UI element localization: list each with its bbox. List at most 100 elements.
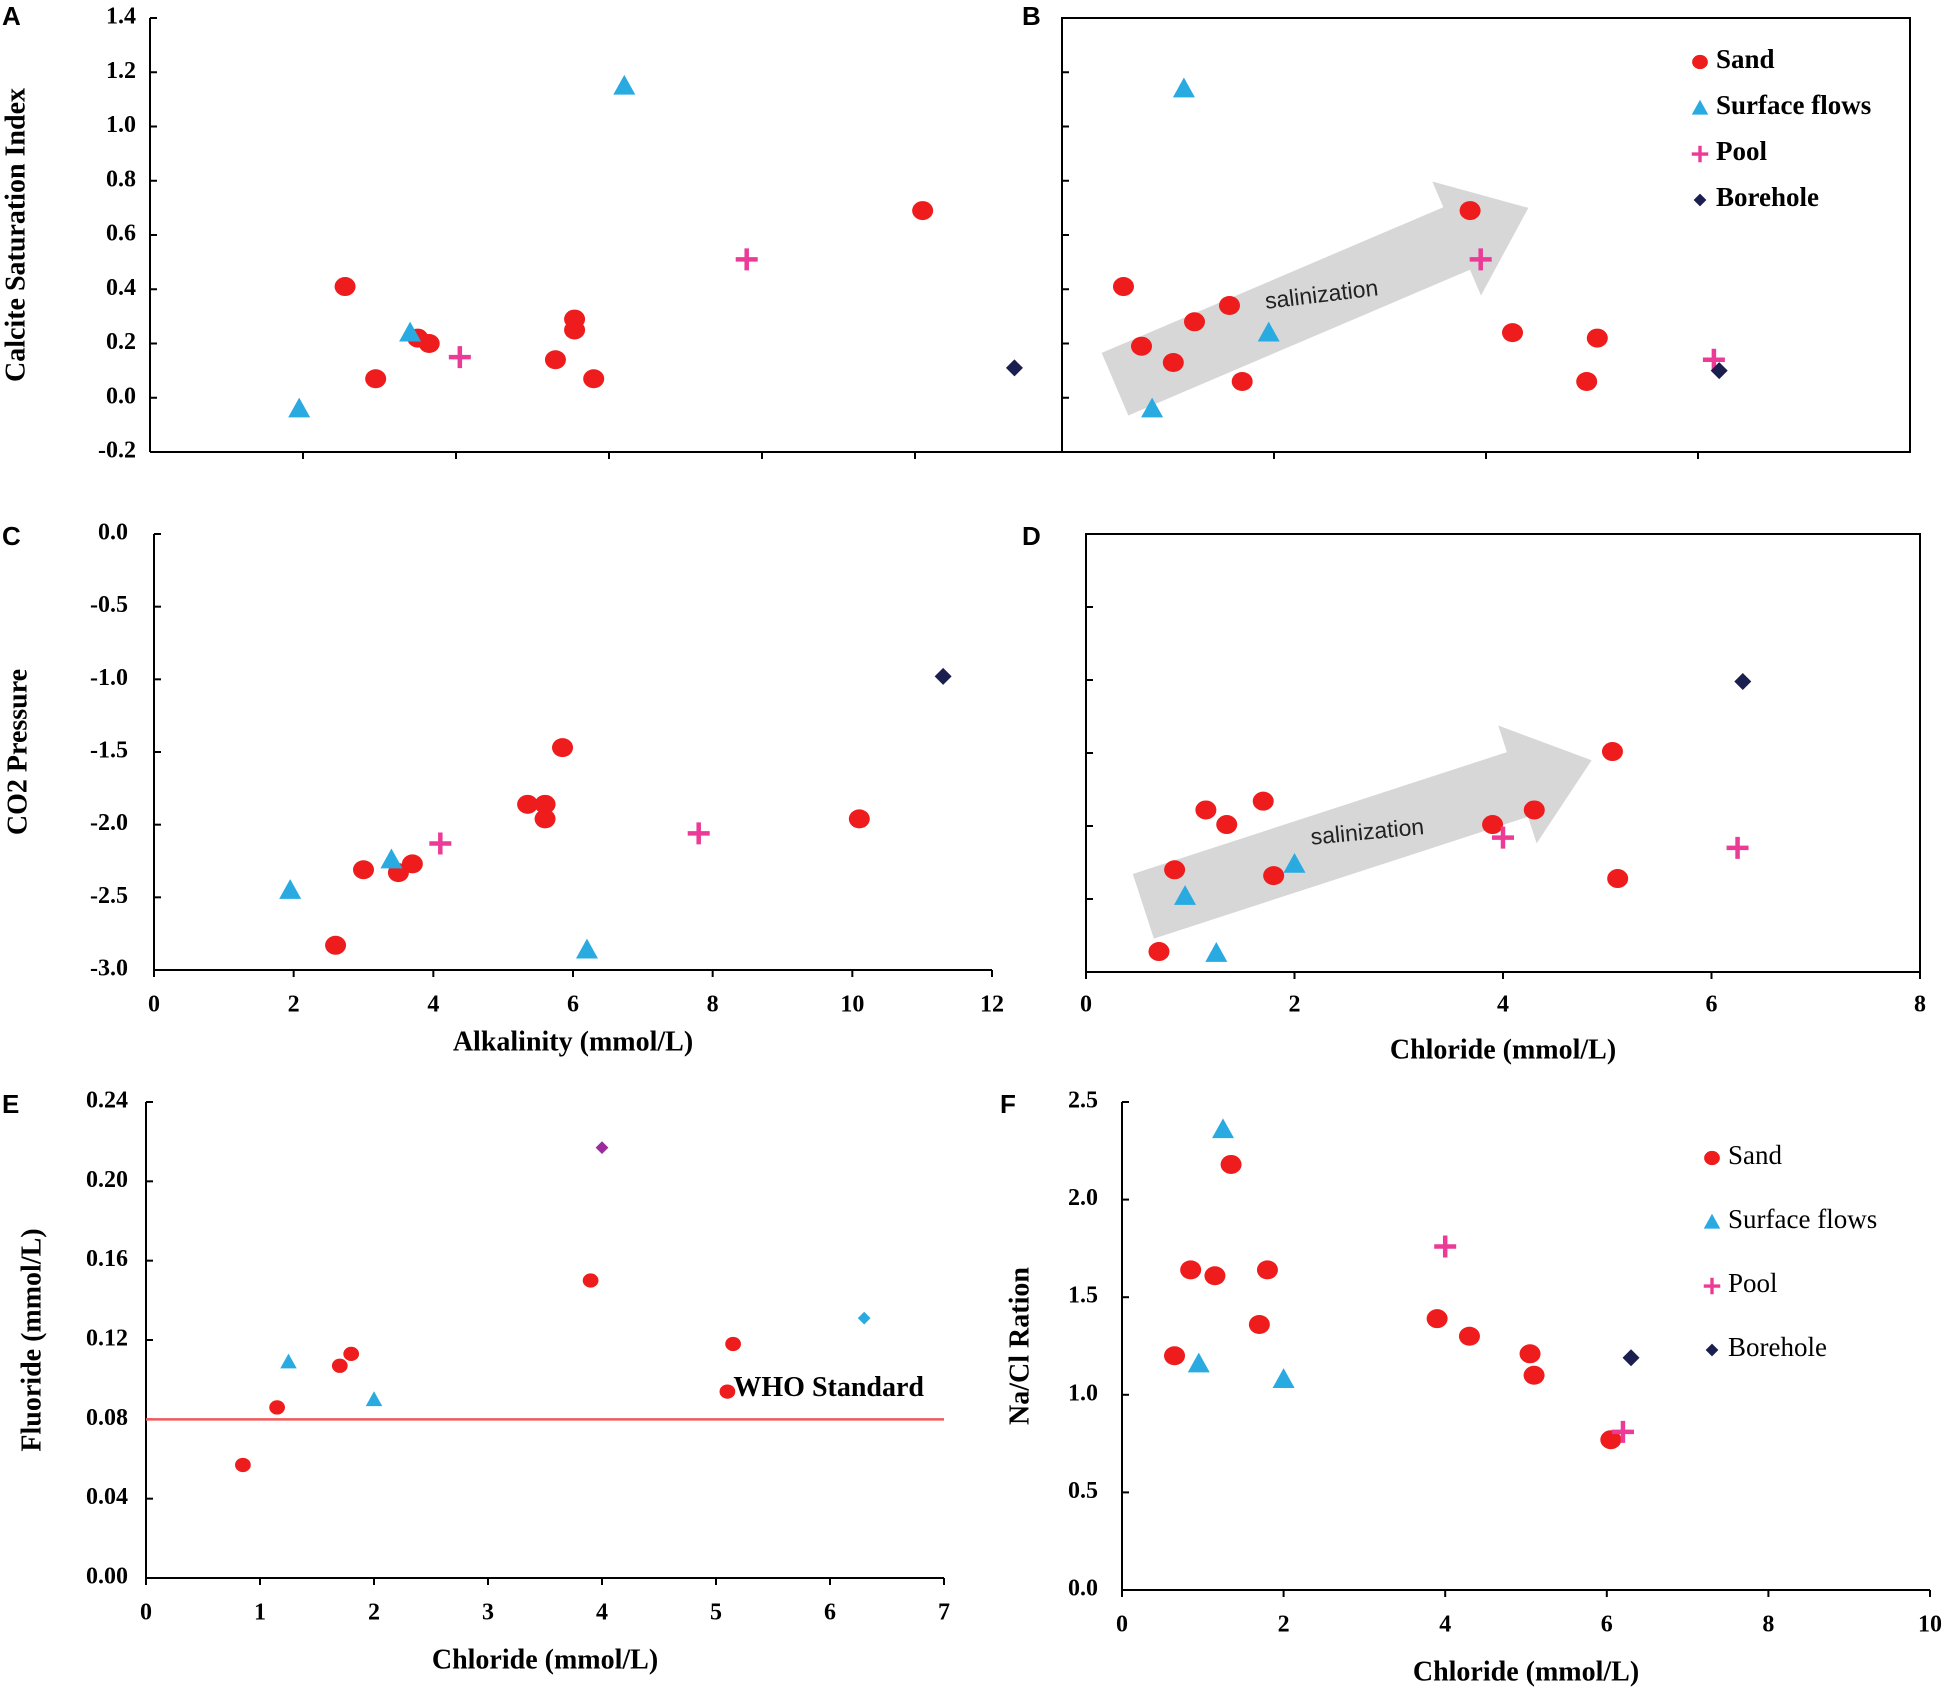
point-sand (1523, 1365, 1545, 1385)
point-sand (1231, 371, 1253, 391)
point-sand (517, 794, 539, 814)
x-tick-label: 0 (1116, 1612, 1128, 1638)
point-sand (1426, 1309, 1448, 1329)
point-pool (448, 346, 471, 369)
point-surface-flows (1212, 1118, 1234, 1139)
y-tick-label: 0.16 (86, 1246, 128, 1272)
point-borehole (857, 1311, 871, 1325)
y-tick-label: 1.0 (1068, 1380, 1098, 1406)
point-pool (1726, 836, 1749, 859)
point-borehole (1710, 362, 1728, 380)
point-surface-flows (1187, 1352, 1210, 1373)
panel-letter: B (1022, 1, 1041, 31)
y-tick-label: 0.20 (86, 1167, 128, 1193)
point-sand (544, 350, 566, 370)
point-sand (1601, 742, 1623, 762)
y-tick-label: -0.2 (98, 438, 136, 464)
x-tick-label: 10 (1918, 1612, 1942, 1638)
y-tick-label: 0.12 (86, 1326, 128, 1352)
x-tick-label: 7 (938, 1600, 950, 1626)
legend-marker-pool (1691, 145, 1709, 163)
point-sand (534, 794, 556, 814)
point-surface-flows (399, 321, 422, 342)
point-pool (1434, 1235, 1457, 1258)
x-tick-label: 5 (710, 1600, 722, 1626)
point-surface-flows (1174, 885, 1197, 905)
point-pool (1702, 348, 1725, 371)
point-sand (1607, 869, 1629, 889)
y-tick-label: 1.2 (106, 58, 136, 84)
legend-label: Pool (1728, 1268, 1778, 1298)
point-sand (1131, 336, 1152, 356)
point-borehole (934, 667, 952, 685)
point-sand (1112, 277, 1134, 297)
point-sand (582, 1273, 599, 1288)
point-pool (735, 248, 758, 271)
y-tick-label: 0.5 (1068, 1478, 1098, 1504)
x-tick-label: 8 (707, 992, 719, 1018)
point-sand (325, 935, 347, 955)
x-tick-label: 12 (980, 992, 1004, 1018)
y-tick-label: 0.04 (86, 1484, 128, 1510)
point-sand (235, 1457, 251, 1473)
panel-letter: D (1022, 521, 1041, 551)
y-tick-label: -0.5 (90, 592, 128, 618)
point-sand (1248, 1315, 1270, 1335)
salinization-arrow (1132, 725, 1592, 939)
x-tick-label: 10 (840, 992, 864, 1018)
x-tick-label: 2 (288, 992, 300, 1018)
y-axis-title: Fluoride (mmol/L) (16, 1228, 47, 1451)
point-borehole (1622, 1349, 1640, 1367)
point-sand (1502, 323, 1523, 343)
point-surface-flows (280, 1353, 297, 1369)
y-tick-label: -2.0 (90, 810, 128, 836)
legend: Sand Surface flows Pool Borehole (1691, 44, 1871, 212)
legend-marker-pool (1703, 1277, 1721, 1295)
point-sand (564, 320, 586, 340)
point-sand (1148, 942, 1170, 962)
y-axis-title: Na/Cl Ration (1004, 1267, 1035, 1425)
point-sand (725, 1336, 741, 1352)
legend-marker-surface-flows (1691, 99, 1709, 115)
x-tick-label: 6 (1601, 1612, 1613, 1638)
y-tick-label: 1.4 (106, 4, 136, 30)
x-tick-label: 8 (1914, 992, 1926, 1018)
point-sand (719, 1384, 736, 1399)
salinization-arrow (1101, 181, 1529, 416)
y-axis-title: Calcite Saturation Index (0, 88, 31, 382)
y-tick-label: 0.8 (106, 166, 136, 192)
point-sand (1458, 1326, 1480, 1346)
panel-letter: A (2, 1, 21, 31)
y-tick-label: 1.0 (106, 112, 136, 138)
point-sand (365, 369, 387, 389)
point-pool (595, 1141, 609, 1154)
x-tick-label: 4 (427, 992, 439, 1018)
legend-label: Sand (1716, 44, 1775, 74)
point-sand (848, 809, 870, 829)
legend: Sand Surface flows Pool Borehole (1703, 1140, 1877, 1362)
x-tick-label: 3 (482, 1600, 494, 1626)
y-axis-title: CO2 Pressure (2, 669, 33, 835)
panel-letter: F (1000, 1089, 1016, 1119)
x-axis-title: Chloride (mmol/L) (1413, 1656, 1639, 1687)
y-tick-label: 0.08 (86, 1405, 128, 1431)
panel-f: F 0.0 0.5 1.0 1.5 2.0 2.5 0 2 4 6 8 10 Chloride (mmol… (1000, 1088, 1942, 1688)
legend-marker-sand (1692, 54, 1708, 70)
x-tick-label: 2 (1278, 1612, 1290, 1638)
y-tick-label: 2.0 (1068, 1185, 1098, 1211)
point-surface-flows (1257, 321, 1280, 342)
x-tick-label: 1 (254, 1600, 266, 1626)
x-tick-label: 0 (148, 992, 160, 1018)
panel-e: E 0.00 0.04 0.08 0.12 0.16 0.20 0.24 0 1 2 3 4 5 6 7 Chl… (2, 1088, 950, 1676)
point-sand (1586, 328, 1608, 348)
panel-c: C -3.0 -2.5 -2.0 -1.5 -1.0 -0.5 0.0 0 2 4 6 8 10 12 Alk… (2, 520, 1004, 1058)
point-sand (1184, 312, 1205, 332)
x-tick-label: 4 (1439, 1612, 1451, 1638)
y-tick-label: 0.6 (106, 221, 136, 247)
point-sand (1164, 1346, 1186, 1366)
point-surface-flows (1141, 397, 1164, 418)
x-tick-label: 4 (596, 1600, 608, 1626)
point-sand (1523, 800, 1545, 820)
point-sand (1519, 1344, 1541, 1364)
point-sand (1220, 1154, 1242, 1174)
